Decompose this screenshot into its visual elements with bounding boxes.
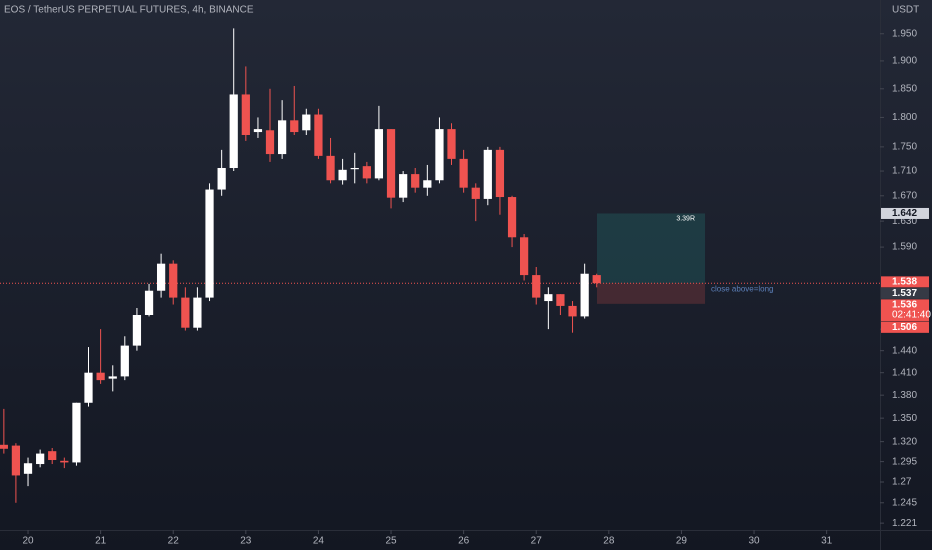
candle-body [169, 263, 178, 298]
price-label: 1.642 [892, 208, 917, 219]
candle-body [350, 167, 359, 170]
price-label: 1.537 [892, 288, 917, 299]
candle-body [447, 129, 456, 159]
price-label-box [881, 287, 929, 299]
candle-body [0, 444, 8, 449]
candle-body [253, 129, 263, 133]
candle-body [556, 294, 565, 306]
x-tick-label: 30 [748, 536, 760, 547]
candle-body [592, 275, 601, 284]
x-tick-label: 29 [676, 536, 688, 547]
candle-body [11, 445, 21, 476]
candle-body [399, 174, 408, 198]
y-tick-label: 1.221 [892, 518, 917, 529]
candle-body [386, 129, 396, 198]
candle-body [314, 114, 323, 156]
x-tick-label: 25 [385, 536, 397, 547]
y-tick-label: 1.590 [892, 242, 917, 253]
y-tick-label: 1.320 [892, 436, 917, 447]
candle-body [423, 180, 432, 188]
price-label-box [881, 276, 929, 288]
y-tick-label: 1.900 [892, 56, 917, 67]
target-zone [597, 213, 706, 284]
y-tick-label: 1.27 [892, 477, 912, 488]
x-tick-label: 21 [95, 536, 107, 547]
candle-body [120, 345, 129, 377]
x-tick-label: 23 [240, 536, 252, 547]
candle-body [48, 451, 57, 461]
candle-body [411, 174, 420, 188]
position-ratio: 3.39R [676, 215, 695, 222]
y-unit: USDT [892, 5, 919, 16]
candle-body [519, 237, 529, 276]
x-tick-label: 24 [313, 536, 325, 547]
x-tick-label: 31 [821, 536, 833, 547]
candle-body [338, 169, 347, 181]
y-tick-label: 1.800 [892, 112, 917, 123]
candle-body [362, 166, 371, 179]
candle-body [435, 129, 444, 181]
stop-zone [597, 283, 706, 304]
candle-body [144, 290, 154, 316]
candle-body [156, 263, 166, 291]
price-label: 1.536 [892, 299, 917, 310]
chart-title: EOS / TetherUS PERPETUAL FUTURES, 4h, BI… [4, 5, 254, 16]
candle-body [326, 155, 335, 181]
x-tick-label: 20 [22, 536, 34, 547]
candle-body [568, 305, 577, 317]
x-tick-label: 22 [168, 536, 180, 547]
candle-body [60, 460, 69, 463]
y-tick-label: 1.950 [892, 28, 917, 39]
x-tick-label: 27 [531, 536, 543, 547]
y-tick-label: 1.245 [892, 497, 917, 508]
candle-body [374, 129, 384, 179]
candle-body [181, 297, 190, 328]
candle-body [132, 315, 142, 346]
price-label-box [881, 321, 929, 333]
price-label-box [881, 299, 929, 322]
y-tick-label: 1.380 [892, 390, 917, 401]
price-label: 1.506 [892, 322, 917, 333]
y-tick-label: 1.750 [892, 142, 917, 153]
candle-body [84, 372, 93, 403]
candle-body [205, 189, 214, 298]
candle-body [193, 297, 202, 328]
y-tick-label: 1.850 [892, 83, 917, 94]
y-tick-label: 1.440 [892, 345, 917, 356]
y-tick-label: 1.710 [892, 166, 917, 177]
candle-body [96, 372, 105, 381]
candle-body [507, 197, 517, 238]
candle-body [265, 130, 275, 155]
candle-body [495, 149, 505, 198]
candle-body [532, 275, 541, 298]
price-label: 1.538 [892, 276, 917, 287]
candle-body [241, 94, 250, 135]
candle-body [544, 294, 553, 302]
candle-body [108, 376, 117, 379]
y-tick-label: 1.350 [892, 413, 917, 424]
y-tick-label: 1.670 [892, 190, 917, 201]
candle-body [217, 167, 226, 190]
candle-body [302, 114, 311, 131]
candle-body [23, 463, 33, 474]
y-tick-label: 1.295 [892, 456, 917, 467]
candle-body [471, 187, 480, 199]
candle-body [36, 453, 45, 465]
position-note: close above=long [711, 284, 774, 293]
y-tick-label: 1.630 [892, 216, 917, 227]
candle-body [483, 149, 492, 199]
x-tick-label: 26 [458, 536, 470, 547]
candle-body [229, 94, 238, 168]
candle-body [290, 120, 299, 133]
candle-body [72, 402, 81, 463]
candle-body [580, 273, 589, 317]
candle-body [278, 120, 287, 155]
countdown: 02:41:40 [892, 309, 931, 320]
x-tick-label: 28 [603, 536, 615, 547]
y-tick-label: 1.410 [892, 367, 917, 378]
price-label-box [881, 207, 929, 219]
candle-body [459, 158, 468, 188]
